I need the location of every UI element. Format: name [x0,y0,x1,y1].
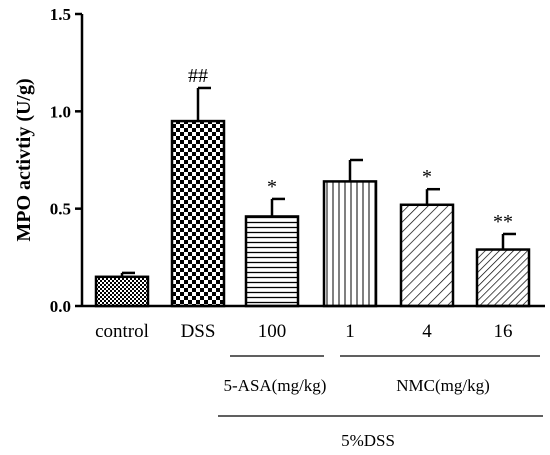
group-label: 5-ASA(mg/kg) [224,376,327,395]
bars-layer: ##* *** [94,65,531,308]
y-axis-title: MPO activtiy (U/g) [13,78,35,241]
y-tick-label: 1.5 [50,5,71,24]
bar-control [94,275,150,308]
significance-mark-4: * [422,166,432,188]
y-tick-label: 0.5 [50,200,71,219]
bar-16 [475,248,531,308]
category-label: 16 [494,321,513,342]
y-tick-label: 0.0 [50,297,71,316]
axes-layer: control DSS 100 1 4 16 0.0 0.5 1.0 1.5 5-ASA(mg/kg… [50,5,545,450]
significance-mark-100: * [267,176,277,198]
bar-100 [244,215,300,308]
category-label: 100 [258,321,287,342]
bar-DSS [170,119,226,308]
overall-group-label: 5%DSS [341,431,395,450]
y-tick-label: 1.0 [50,102,71,121]
category-label: DSS [181,321,216,342]
category-label: 1 [345,321,355,342]
significance-mark-16: ** [493,211,513,233]
significance-mark-DSS: ## [188,65,208,87]
category-label: 4 [422,321,432,342]
bar-1 [322,180,378,308]
bar-4 [399,203,455,308]
category-label: control [95,321,149,342]
group-label: NMC(mg/kg) [396,376,490,395]
